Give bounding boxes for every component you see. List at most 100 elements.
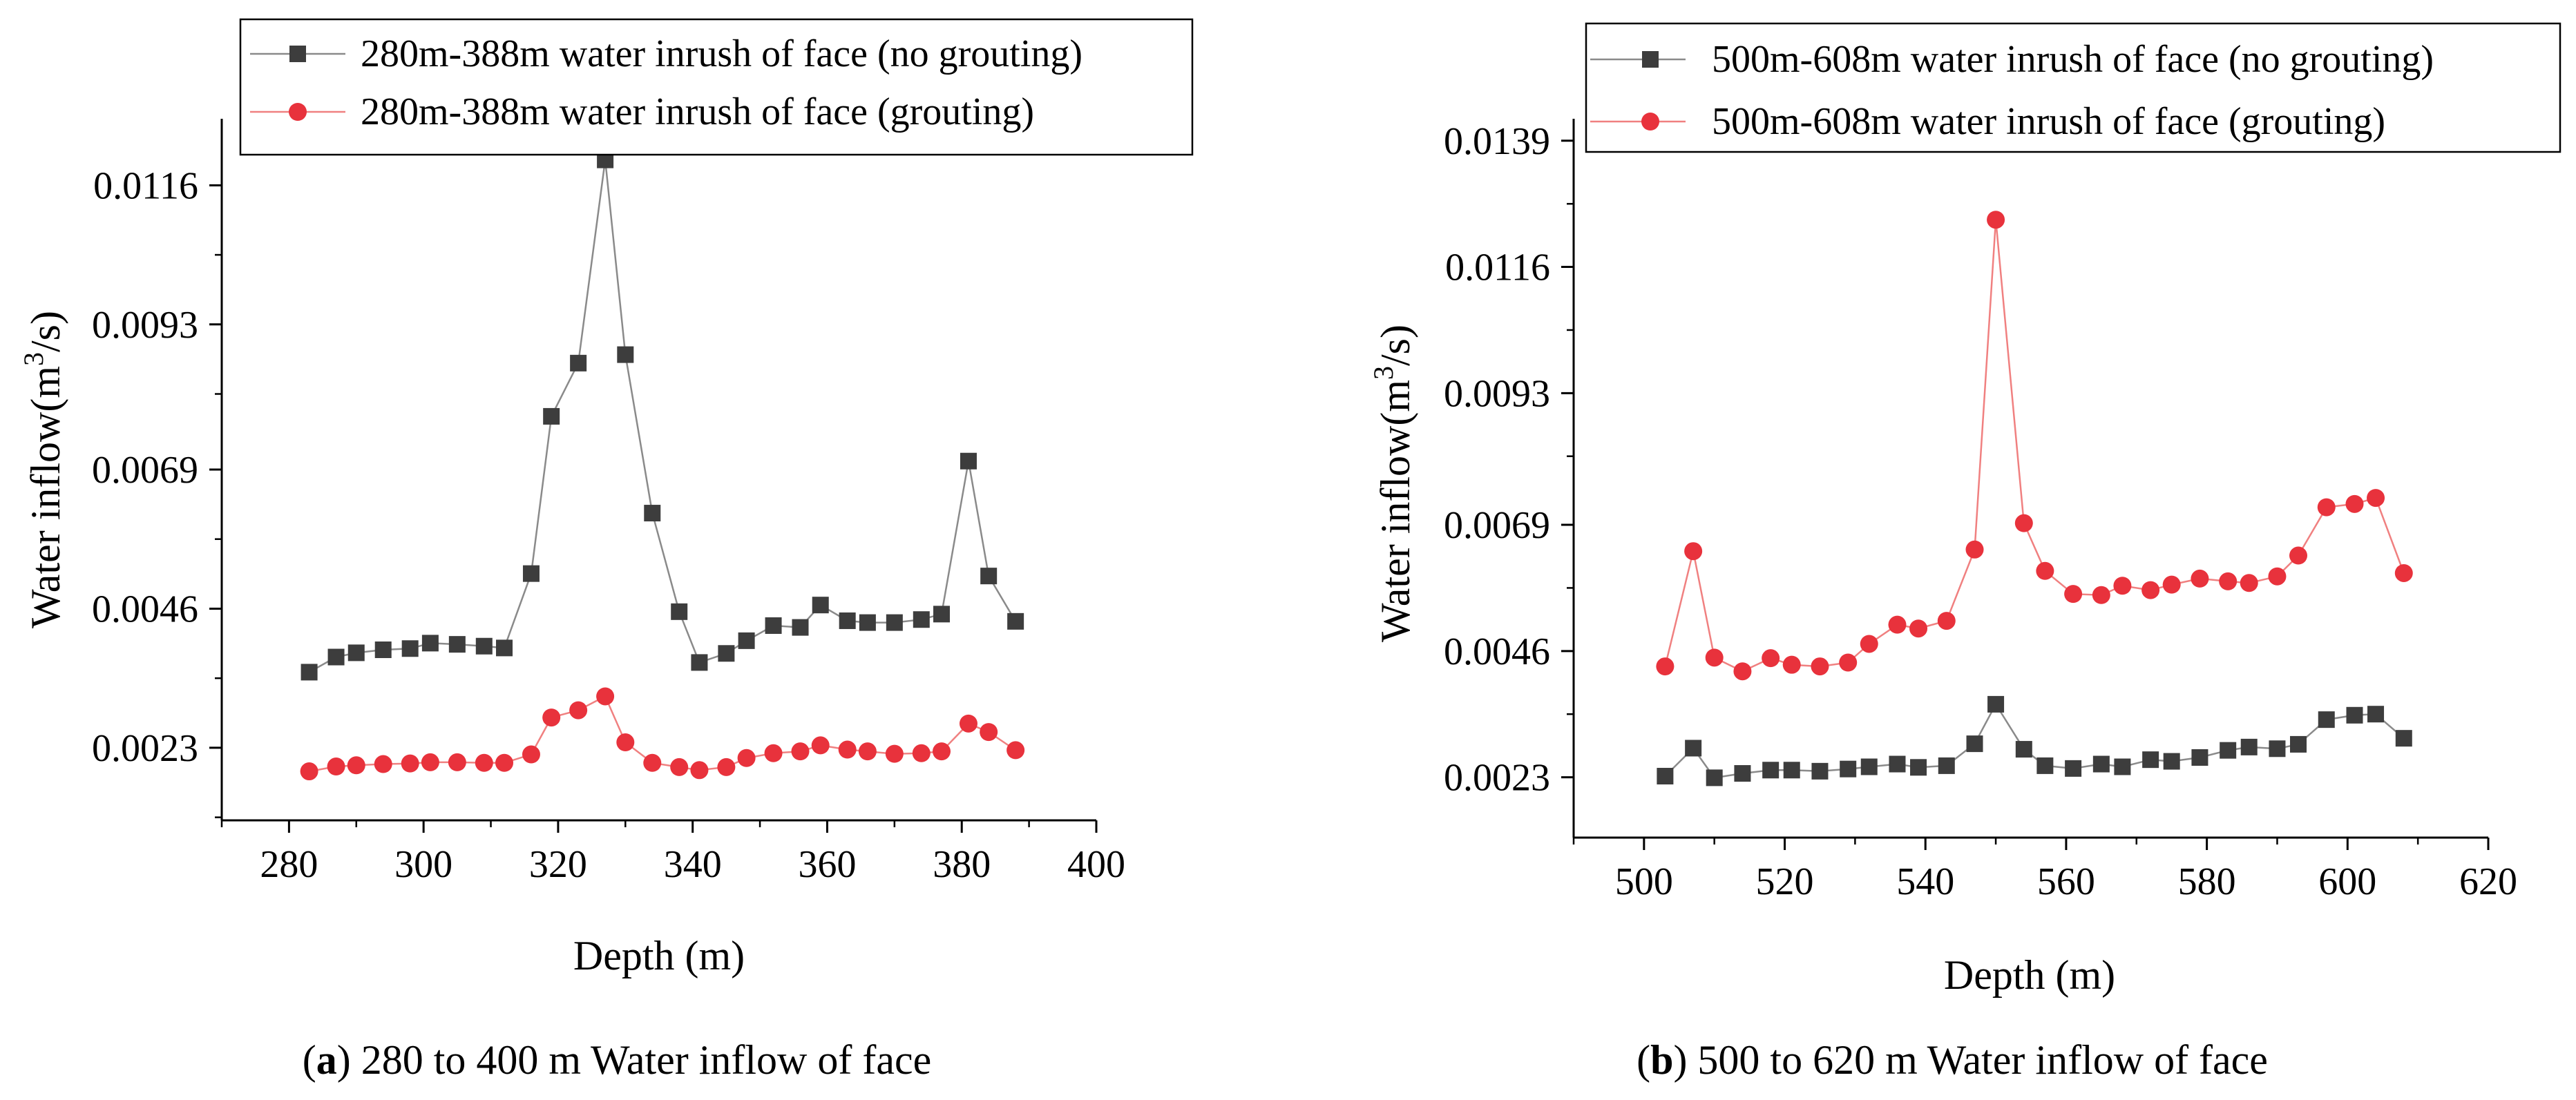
x-tick-label-b-3: 560 [2037,860,2095,903]
data-point-b-0-17 [2092,755,2110,773]
data-point-b-0-10 [1910,759,1927,776]
data-point-b-1-3 [1733,662,1752,681]
data-point-a-0-21 [812,597,829,614]
data-point-b-1-2 [1705,648,1724,667]
legend-label-b-0: 500m-608m water inrush of face (no grout… [1712,38,2434,81]
data-point-b-0-26 [2318,711,2335,728]
data-point-b-1-21 [2191,569,2209,588]
data-point-a-1-13 [616,733,635,752]
data-point-a-0-3 [374,641,392,659]
y-axis-title-a: Water inflow(m3/s) [18,311,68,628]
data-point-a-0-6 [448,636,466,653]
data-point-a-1-17 [717,758,736,776]
data-point-a-0-29 [1007,612,1024,630]
data-point-b-0-27 [2346,706,2363,724]
data-point-a-1-2 [347,756,365,775]
data-point-a-0-28 [980,568,998,585]
x-tick-label-a-6: 400 [1067,843,1125,886]
data-point-b-1-29 [2394,563,2413,582]
data-point-b-1-19 [2141,581,2160,599]
data-point-a-0-23 [859,614,876,631]
data-point-a-0-25 [913,611,930,628]
data-point-a-0-19 [765,617,782,634]
data-point-b-0-15 [2036,757,2054,774]
data-point-a-1-24 [885,744,904,763]
x-tick-label-b-1: 520 [1756,860,1814,903]
data-point-b-1-27 [2345,494,2364,513]
caption-a: (a) 280 to 400 m Water inflow of face [303,1037,931,1083]
data-point-b-1-18 [2113,577,2132,595]
data-point-a-1-9 [522,745,540,764]
data-point-a-1-21 [811,736,830,755]
data-point-b-0-2 [1706,769,1723,787]
data-point-b-1-25 [2289,546,2308,565]
data-point-b-0-13 [1987,695,2005,713]
data-point-a-1-18 [737,749,756,767]
data-point-a-0-2 [347,644,365,662]
data-point-b-1-8 [1860,635,1878,653]
y-tick-label-b-4: 0.0116 [1445,247,1550,289]
ticks-b: 500 520 540 560 580 600 620 0.0023 0.0046 0.0069 0… [1444,120,2517,903]
data-point-a-1-15 [670,758,689,776]
legend-a: 280m-388m water inrush of face (no grout… [239,18,1194,156]
data-point-b-1-14 [2014,514,2033,532]
data-point-a-1-27 [959,714,977,733]
data-point-b-0-21 [2191,749,2208,766]
data-point-b-1-24 [2268,567,2287,586]
data-point-a-1-4 [401,754,419,773]
y-axis-title-b: Water inflow(m3/s) [1368,325,1418,642]
legend-marker-a-1 [289,103,307,121]
data-point-a-1-7 [475,753,493,772]
x-axis-title-a: Depth (m) [573,933,745,978]
data-point-a-1-11 [569,701,588,720]
data-point-b-0-25 [2290,735,2307,753]
data-point-a-1-8 [495,753,514,772]
legend-marker-b-0 [1642,51,1659,68]
data-point-b-0-20 [2163,753,2180,770]
data-point-b-0-5 [1783,762,1800,779]
x-tick-label-b-6: 620 [2459,860,2517,903]
data-point-a-0-9 [522,565,540,582]
y-tick-label-a-0: 0.0023 [92,727,198,770]
data-point-a-1-19 [764,744,783,762]
data-point-b-0-19 [2142,751,2159,769]
markers-b [1656,211,2413,787]
data-point-b-1-11 [1937,612,1956,630]
data-point-a-0-20 [792,619,809,636]
data-point-b-1-6 [1811,657,1829,676]
data-point-b-0-1 [1685,740,1702,757]
data-point-b-1-13 [1987,211,2005,229]
data-point-b-0-3 [1734,765,1751,782]
x-tick-label-a-4: 360 [798,843,856,886]
data-point-b-1-26 [2317,498,2336,517]
legend-label-b-1: 500m-608m water inrush of face (grouting… [1712,100,2385,143]
data-point-a-0-24 [886,614,903,631]
data-point-a-0-11 [570,354,587,372]
x-tick-label-a-1: 300 [394,843,452,886]
data-point-b-1-28 [2367,489,2385,508]
plot-area-b [1565,117,2490,842]
data-point-b-1-10 [1909,619,1928,638]
data-point-a-1-16 [690,761,709,780]
data-point-a-0-7 [475,637,493,655]
data-point-b-0-8 [1860,758,1878,775]
data-point-b-0-29 [2395,730,2412,747]
data-point-b-0-12 [1966,735,1983,753]
caption-b: (b) 500 to 620 m Water inflow of face [1637,1037,2268,1083]
y-tick-label-a-4: 0.0116 [93,164,198,207]
data-point-a-0-22 [839,612,856,629]
data-point-a-1-14 [643,753,662,772]
data-point-b-1-22 [2219,572,2238,590]
data-point-b-1-5 [1782,655,1801,674]
x-axis-title-b: Depth (m) [1944,952,2115,998]
data-point-a-0-17 [718,645,735,662]
data-point-b-1-1 [1684,542,1703,561]
data-point-b-0-0 [1657,767,1674,784]
x-tick-label-b-5: 600 [2318,860,2376,903]
data-point-a-1-22 [838,740,857,759]
data-point-b-0-11 [1938,757,1955,774]
data-point-a-0-26 [933,606,951,623]
data-point-b-0-24 [2269,740,2286,758]
data-point-b-0-23 [2240,738,2258,755]
